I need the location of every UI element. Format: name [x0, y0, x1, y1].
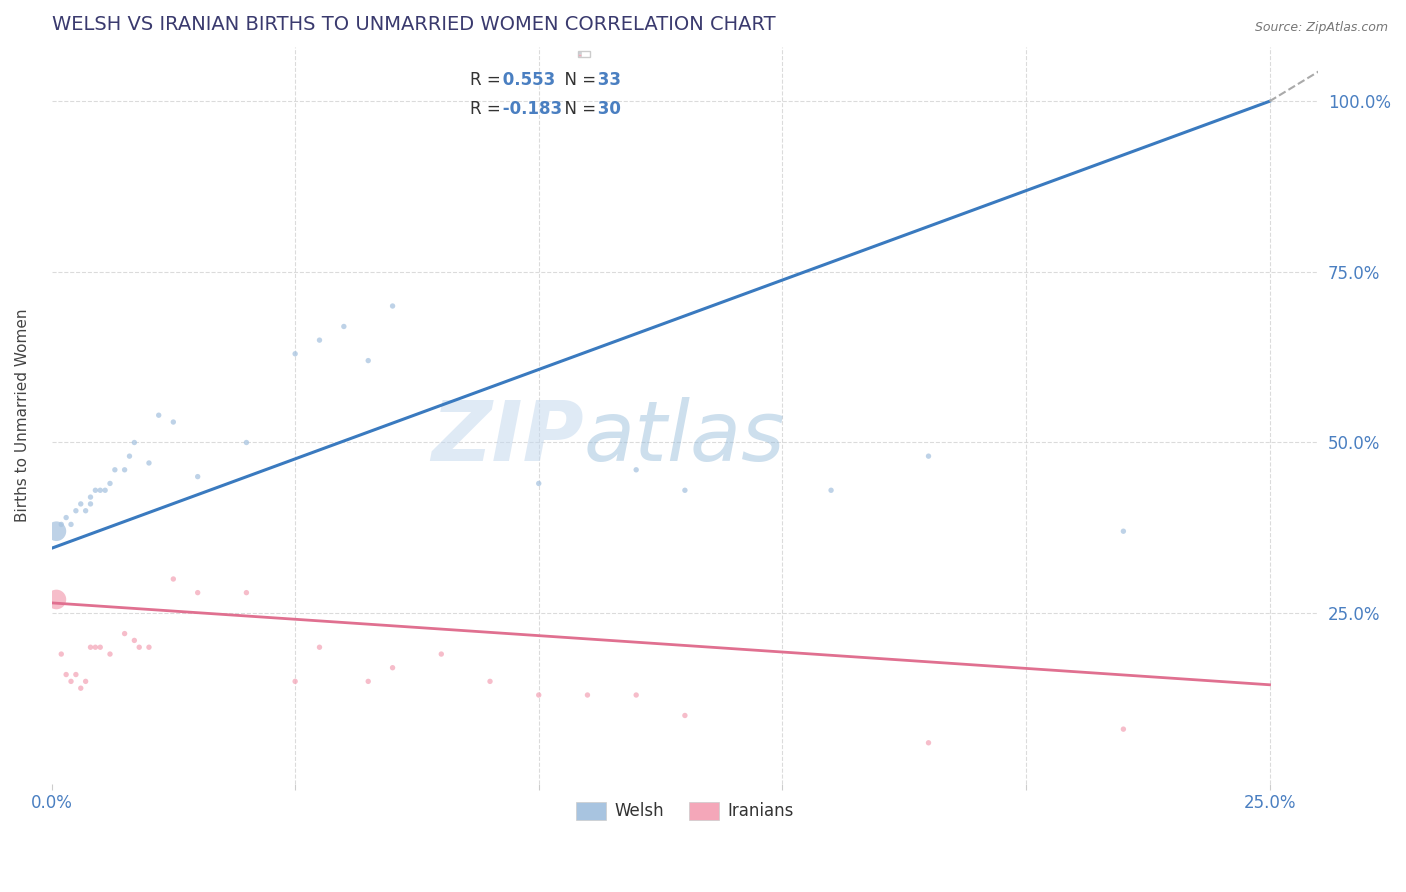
Point [55, 667, 77, 681]
Point [333, 319, 356, 334]
Point [45, 592, 67, 607]
Point [138, 640, 160, 655]
Point [624, 688, 647, 702]
Point [162, 572, 184, 586]
Point [60, 517, 83, 532]
Point [527, 476, 550, 491]
Point [118, 449, 141, 463]
Point [98, 476, 121, 491]
Text: -0.183: -0.183 [498, 100, 562, 119]
Text: N =: N = [554, 100, 602, 119]
Point [94, 483, 117, 498]
Point [65, 504, 87, 518]
Point [479, 674, 502, 689]
Point [79, 497, 101, 511]
Point [104, 463, 127, 477]
Point [917, 736, 939, 750]
Point [187, 469, 209, 483]
Point [75, 504, 97, 518]
Text: 33: 33 [592, 70, 621, 89]
Point [89, 640, 111, 655]
Point [60, 674, 83, 689]
Point [308, 333, 330, 347]
Point [820, 483, 842, 498]
Point [89, 483, 111, 498]
Point [124, 633, 146, 648]
Point [84, 640, 107, 655]
Point [45, 524, 67, 539]
Point [381, 299, 404, 313]
Text: N =: N = [554, 70, 602, 89]
Point [98, 647, 121, 661]
Text: 0.553: 0.553 [498, 70, 555, 89]
Text: ZIP: ZIP [430, 397, 583, 478]
Point [84, 483, 107, 498]
Point [1112, 524, 1135, 539]
Point [235, 435, 257, 450]
Point [79, 490, 101, 504]
Text: Source: ZipAtlas.com: Source: ZipAtlas.com [1254, 21, 1388, 34]
Point [148, 408, 170, 422]
Text: WELSH VS IRANIAN BIRTHS TO UNMARRIED WOMEN CORRELATION CHART: WELSH VS IRANIAN BIRTHS TO UNMARRIED WOM… [52, 15, 775, 34]
Point [284, 674, 307, 689]
Point [308, 640, 330, 655]
Point [673, 483, 696, 498]
Point [1112, 722, 1135, 736]
Point [65, 667, 87, 681]
Point [138, 456, 160, 470]
Text: 30: 30 [592, 100, 621, 119]
Point [128, 640, 150, 655]
Point [381, 661, 404, 675]
Text: R =: R = [470, 70, 506, 89]
Point [673, 708, 696, 723]
Point [576, 688, 599, 702]
Point [162, 415, 184, 429]
Point [124, 435, 146, 450]
Point [527, 688, 550, 702]
Point [430, 647, 453, 661]
Point [357, 674, 380, 689]
Point [51, 517, 73, 532]
Point [51, 647, 73, 661]
Point [624, 463, 647, 477]
Point [79, 640, 101, 655]
Point [357, 353, 380, 368]
Legend: Welsh, Iranians: Welsh, Iranians [569, 795, 800, 827]
Text: R =: R = [470, 100, 506, 119]
Point [114, 463, 136, 477]
Point [69, 681, 91, 696]
Point [114, 626, 136, 640]
Point [55, 510, 77, 524]
Point [917, 449, 939, 463]
Point [69, 497, 91, 511]
Point [75, 674, 97, 689]
Y-axis label: Births to Unmarried Women: Births to Unmarried Women [15, 309, 30, 522]
Point [284, 347, 307, 361]
Text: atlas: atlas [583, 397, 785, 478]
Point [187, 585, 209, 599]
Point [235, 585, 257, 599]
